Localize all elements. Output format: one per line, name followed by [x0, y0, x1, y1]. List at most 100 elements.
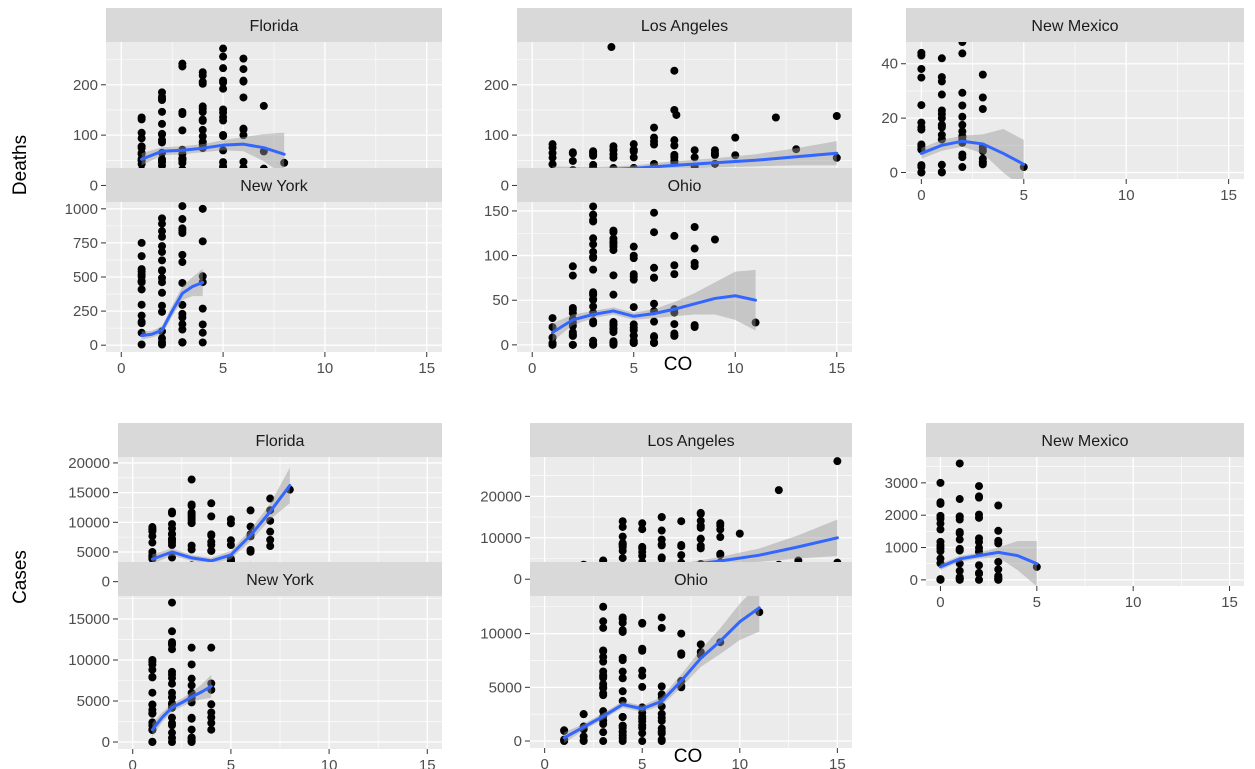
data-point [207, 700, 216, 709]
data-point [629, 242, 638, 251]
facet-strip-label: New York [240, 178, 309, 195]
data-point [178, 226, 187, 235]
data-point [936, 478, 945, 487]
data-point [618, 667, 627, 676]
data-point [792, 145, 801, 154]
plot-area [917, 42, 1028, 179]
data-point [638, 645, 647, 654]
data-point [158, 227, 166, 236]
data-point [657, 613, 666, 622]
data-point [629, 320, 638, 329]
data-point [137, 160, 146, 169]
data-point [198, 237, 207, 246]
data-point [716, 519, 725, 528]
data-point [978, 146, 987, 155]
data-point [937, 120, 946, 129]
data-point [568, 309, 577, 318]
data-point [690, 223, 699, 231]
data-point [178, 313, 187, 322]
data-point [158, 232, 166, 241]
smooth-line [562, 606, 761, 740]
data-point [207, 643, 216, 652]
x-tick-label: 5 [638, 756, 646, 769]
data-point [239, 65, 248, 74]
y-tick-label: 0 [90, 337, 98, 354]
data-point [158, 88, 166, 97]
data-point [579, 732, 588, 741]
data-point [978, 158, 987, 167]
data-point [137, 300, 146, 309]
data-point [207, 512, 216, 521]
x-tick-label: 5 [630, 360, 638, 377]
data-point [917, 123, 926, 132]
data-point [207, 679, 216, 688]
data-point [609, 338, 618, 347]
data-point [589, 217, 598, 226]
data-point [158, 119, 166, 128]
data-point [187, 725, 196, 734]
data-point [259, 101, 268, 110]
data-point [219, 105, 228, 114]
data-point [618, 546, 627, 555]
data-point [618, 522, 627, 531]
data-point [266, 542, 275, 551]
data-point [936, 547, 945, 556]
data-point [958, 49, 967, 58]
y-tick-label: 5000 [77, 544, 110, 561]
y-tick-label: 200 [73, 77, 98, 94]
data-point [937, 168, 946, 177]
data-point [958, 127, 967, 136]
data-point [936, 498, 945, 507]
smooth-line [150, 483, 292, 563]
data-point [560, 726, 569, 735]
data-point [187, 714, 196, 723]
confidence-ribbon [141, 268, 203, 340]
data-point [137, 285, 146, 294]
data-point [207, 540, 216, 549]
data-point [638, 671, 647, 680]
y-tick-label: 2000 [885, 507, 918, 524]
data-point [638, 551, 647, 560]
data-point [975, 537, 983, 546]
data-point [158, 256, 166, 265]
data-point [599, 689, 608, 698]
data-point [158, 96, 166, 105]
data-point [599, 707, 608, 716]
data-point [239, 131, 248, 140]
data-point [239, 157, 248, 166]
data-point [246, 545, 255, 554]
data-point [650, 208, 659, 217]
data-point [239, 76, 248, 85]
data-point [137, 311, 146, 320]
data-point [618, 532, 627, 541]
data-point [994, 575, 1003, 584]
data-point [629, 140, 638, 149]
data-point [716, 533, 725, 542]
y-tick-label: 0 [890, 164, 898, 181]
data-point [638, 542, 647, 551]
data-point [207, 499, 216, 508]
data-point [568, 330, 577, 339]
data-point [690, 244, 699, 253]
data-point [178, 59, 187, 68]
data-point [239, 93, 248, 102]
data-point [280, 158, 289, 167]
data-point [148, 709, 157, 718]
data-point [158, 247, 166, 256]
data-point [219, 84, 228, 93]
data-point [198, 108, 207, 117]
data-point [137, 238, 146, 247]
data-point [609, 226, 618, 235]
data-point [548, 314, 557, 323]
data-point [978, 93, 987, 102]
facet-strip [118, 562, 442, 596]
data-point [137, 252, 146, 261]
data-point [937, 130, 946, 139]
facet-strip-label: Ohio [674, 572, 708, 589]
cases-y-axis-title: Cases [10, 550, 31, 604]
data-point [158, 266, 166, 275]
data-point [657, 526, 666, 535]
data-point [716, 550, 725, 559]
data-point [618, 687, 627, 696]
